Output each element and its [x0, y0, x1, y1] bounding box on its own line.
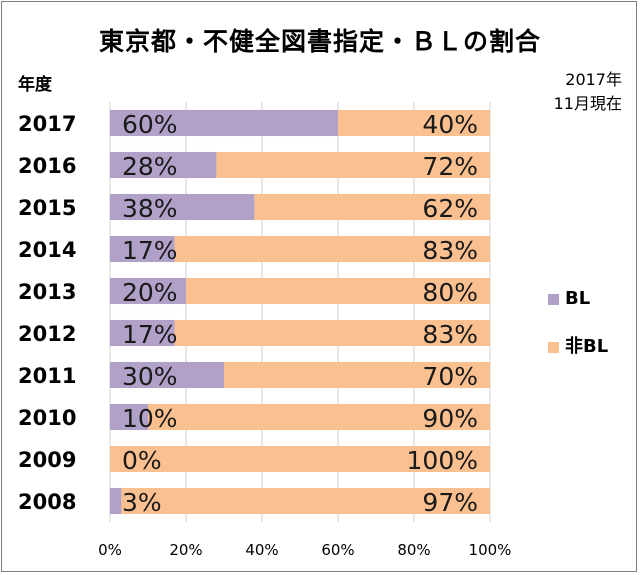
x-tick-label: 60% — [321, 541, 354, 559]
bar-bl — [110, 319, 175, 347]
year-axis-header: 年度 — [18, 75, 52, 95]
legend-item-bl: BL — [548, 288, 590, 309]
bar-non-bl — [121, 487, 491, 515]
legend-swatch-non-bl — [548, 341, 559, 353]
legend-label-non-bl: 非BL — [565, 336, 609, 357]
bar-non-bl — [338, 109, 490, 137]
data-label-non-bl: 90% — [422, 404, 478, 433]
note-month: 11月現在 — [553, 94, 622, 113]
category-label: 2011 — [18, 364, 76, 388]
legend-swatch-bl — [548, 293, 559, 305]
category-label: 2012 — [18, 322, 76, 346]
data-label-non-bl: 83% — [422, 320, 478, 349]
category-label: 2013 — [18, 280, 76, 304]
bar-bl — [110, 235, 175, 263]
note-year: 2017年 — [565, 70, 622, 89]
data-label-bl: 28% — [122, 152, 178, 181]
data-label-bl: 30% — [122, 362, 178, 391]
x-tick-label: 20% — [169, 541, 202, 559]
category-label: 2017 — [18, 112, 76, 136]
bar-bl — [110, 487, 122, 515]
data-label-bl: 3% — [122, 488, 162, 517]
bar-bl — [110, 109, 338, 137]
bar-non-bl — [186, 277, 490, 305]
bar-bl — [110, 151, 217, 179]
category-label: 2016 — [18, 154, 76, 178]
bar-non-bl — [254, 193, 490, 221]
bar-non-bl — [174, 319, 490, 347]
chart-title: 東京都・不健全図書指定・ＢＬの割合 — [98, 27, 541, 56]
data-label-bl: 10% — [122, 404, 178, 433]
bar-non-bl — [224, 361, 490, 389]
bar-bl — [110, 193, 255, 221]
category-label: 2014 — [18, 238, 76, 262]
bar-bl — [110, 361, 224, 389]
data-label-non-bl: 97% — [422, 488, 478, 517]
data-label-bl: 17% — [122, 236, 178, 265]
x-tick-label: 40% — [245, 541, 278, 559]
category-label: 2010 — [18, 406, 76, 430]
bar-bl — [110, 277, 186, 305]
data-label-bl: 0% — [122, 446, 162, 475]
bar-non-bl — [110, 445, 490, 473]
data-label-non-bl: 72% — [422, 152, 478, 181]
bar-bl — [110, 403, 148, 431]
data-label-non-bl: 62% — [422, 194, 478, 223]
x-tick-label: 100% — [469, 541, 512, 559]
data-label-bl: 38% — [122, 194, 178, 223]
data-label-bl: 60% — [122, 110, 178, 139]
x-tick-label: 0% — [98, 541, 122, 559]
category-label: 2008 — [18, 490, 76, 514]
data-label-non-bl: 40% — [422, 110, 478, 139]
category-label: 2009 — [18, 448, 76, 472]
category-label: 2015 — [18, 196, 76, 220]
data-label-bl: 17% — [122, 320, 178, 349]
legend-label-bl: BL — [565, 288, 591, 309]
bar-non-bl — [216, 151, 490, 179]
x-tick-label: 80% — [397, 541, 430, 559]
data-label-bl: 20% — [122, 278, 178, 307]
data-label-non-bl: 80% — [422, 278, 478, 307]
data-label-non-bl: 83% — [422, 236, 478, 265]
data-label-non-bl: 70% — [422, 362, 478, 391]
data-label-non-bl: 100% — [407, 446, 478, 475]
bar-non-bl — [174, 235, 490, 263]
legend-item-non-bl: 非BL — [548, 332, 608, 358]
bar-non-bl — [148, 403, 490, 431]
